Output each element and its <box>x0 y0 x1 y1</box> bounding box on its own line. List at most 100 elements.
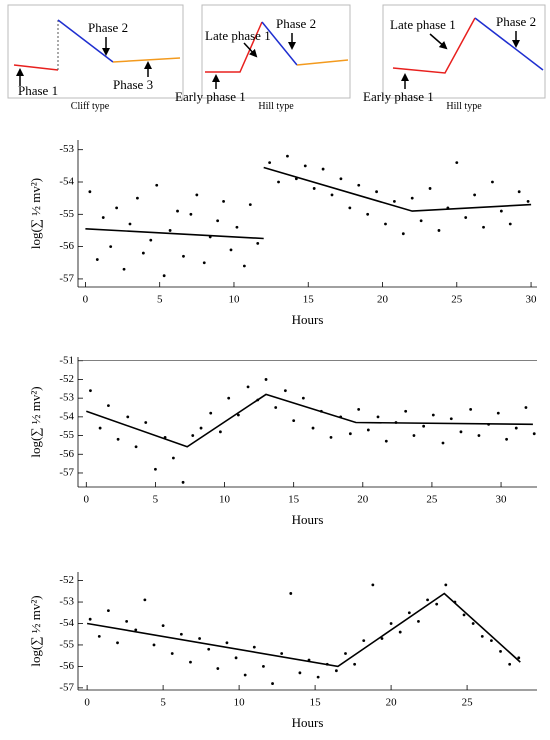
data-point <box>95 258 99 261</box>
data-point <box>161 624 165 628</box>
data-point <box>371 583 375 587</box>
data-point <box>384 222 387 226</box>
x-tick-label: 5 <box>153 494 159 506</box>
data-point <box>219 430 222 434</box>
data-point <box>134 445 138 449</box>
data-point <box>289 592 293 595</box>
y-tick-label: -56 <box>59 448 74 460</box>
y-tick-label: -55 <box>59 638 74 650</box>
chart: 0 5 10 15 20 25 30 -57 -56 -55 -54 -53 Hours log(∑ ½ … <box>28 140 537 327</box>
data-point <box>321 167 325 171</box>
data-point <box>195 193 199 197</box>
data-point <box>189 660 192 664</box>
data-point <box>462 613 466 617</box>
y-tick-label: -57 <box>59 681 74 693</box>
data-point <box>125 619 129 623</box>
data-point <box>490 639 493 643</box>
data-point <box>248 203 252 207</box>
y-tick-label: -51 <box>59 354 74 366</box>
data-point <box>384 439 388 443</box>
x-tick-label: 30 <box>526 294 538 306</box>
data-point <box>126 415 130 419</box>
chart: 0 5 10 15 20 25 -57 -56 -55 -54 -53 -52 Hours log(∑ ½… <box>28 572 537 730</box>
data-point <box>109 245 113 249</box>
phase-line <box>112 57 181 63</box>
data-point <box>532 432 536 436</box>
caption: Hill type <box>446 101 482 112</box>
label: Phase 2 <box>88 20 128 35</box>
data-point <box>264 378 268 381</box>
data-point <box>274 406 278 409</box>
data-point <box>469 407 473 411</box>
data-point <box>144 421 148 424</box>
phase-line <box>205 21 263 73</box>
data-point <box>412 434 416 437</box>
data-point <box>168 229 172 232</box>
data-point <box>262 665 265 668</box>
caption: Cliff type <box>71 101 110 112</box>
data-point <box>435 602 439 606</box>
data-point <box>410 196 414 200</box>
data-point <box>116 437 120 441</box>
data-point <box>106 609 110 613</box>
panel-frame <box>7 4 184 99</box>
data-point <box>235 225 239 229</box>
data-point <box>392 199 396 203</box>
data-point <box>143 598 147 602</box>
arrow <box>243 42 258 58</box>
data-point <box>431 413 435 417</box>
data-point <box>152 643 156 647</box>
data-point <box>271 682 274 685</box>
data-point <box>199 426 203 430</box>
phase-line <box>261 21 298 66</box>
y-tick-label: -55 <box>59 429 74 441</box>
data-point <box>134 628 138 632</box>
data-point <box>268 161 272 165</box>
x-tick-label: 0 <box>84 697 90 709</box>
data-point <box>437 229 441 232</box>
data-point <box>517 190 521 194</box>
data-point <box>362 639 366 643</box>
data-point <box>398 630 402 634</box>
data-point <box>179 632 183 636</box>
data-point <box>286 154 289 158</box>
chart: 0 5 10 15 20 25 30 -57 -56 -55 -54 -53 -52 -51 Hours lo… <box>28 354 537 527</box>
arrow <box>429 33 448 50</box>
panel-frame <box>201 4 351 99</box>
data-point <box>376 415 380 419</box>
data-point <box>115 206 119 210</box>
x-axis-label: Hours <box>292 512 324 527</box>
data-point <box>312 187 316 190</box>
data-point <box>88 617 92 621</box>
data-point <box>236 413 240 417</box>
data-point <box>428 187 432 190</box>
data-point <box>216 219 220 223</box>
x-tick-label: 10 <box>228 294 240 306</box>
data-point <box>389 622 393 625</box>
data-point <box>348 432 352 436</box>
data-point <box>471 622 475 625</box>
data-point <box>496 411 500 415</box>
data-point <box>225 641 229 645</box>
data-point <box>357 407 361 411</box>
data-point <box>141 251 145 255</box>
data-point <box>252 645 256 649</box>
x-tick-label: 25 <box>451 294 463 306</box>
data-point <box>280 652 284 655</box>
data-point <box>97 634 101 638</box>
data-point <box>330 193 334 197</box>
x-tick-label: 15 <box>303 294 315 306</box>
fit-line <box>86 592 521 668</box>
data-point <box>107 404 110 408</box>
y-tick-label: -56 <box>59 660 74 672</box>
data-point <box>171 456 175 460</box>
data-point <box>229 248 233 252</box>
data-point <box>316 675 320 679</box>
label: Early phase 1 <box>363 89 434 104</box>
data-point <box>480 634 484 638</box>
data-point <box>176 209 179 213</box>
data-point <box>422 424 426 428</box>
x-tick-label: 10 <box>219 494 231 506</box>
data-point <box>449 417 453 421</box>
y-tick-label: -54 <box>59 176 74 188</box>
